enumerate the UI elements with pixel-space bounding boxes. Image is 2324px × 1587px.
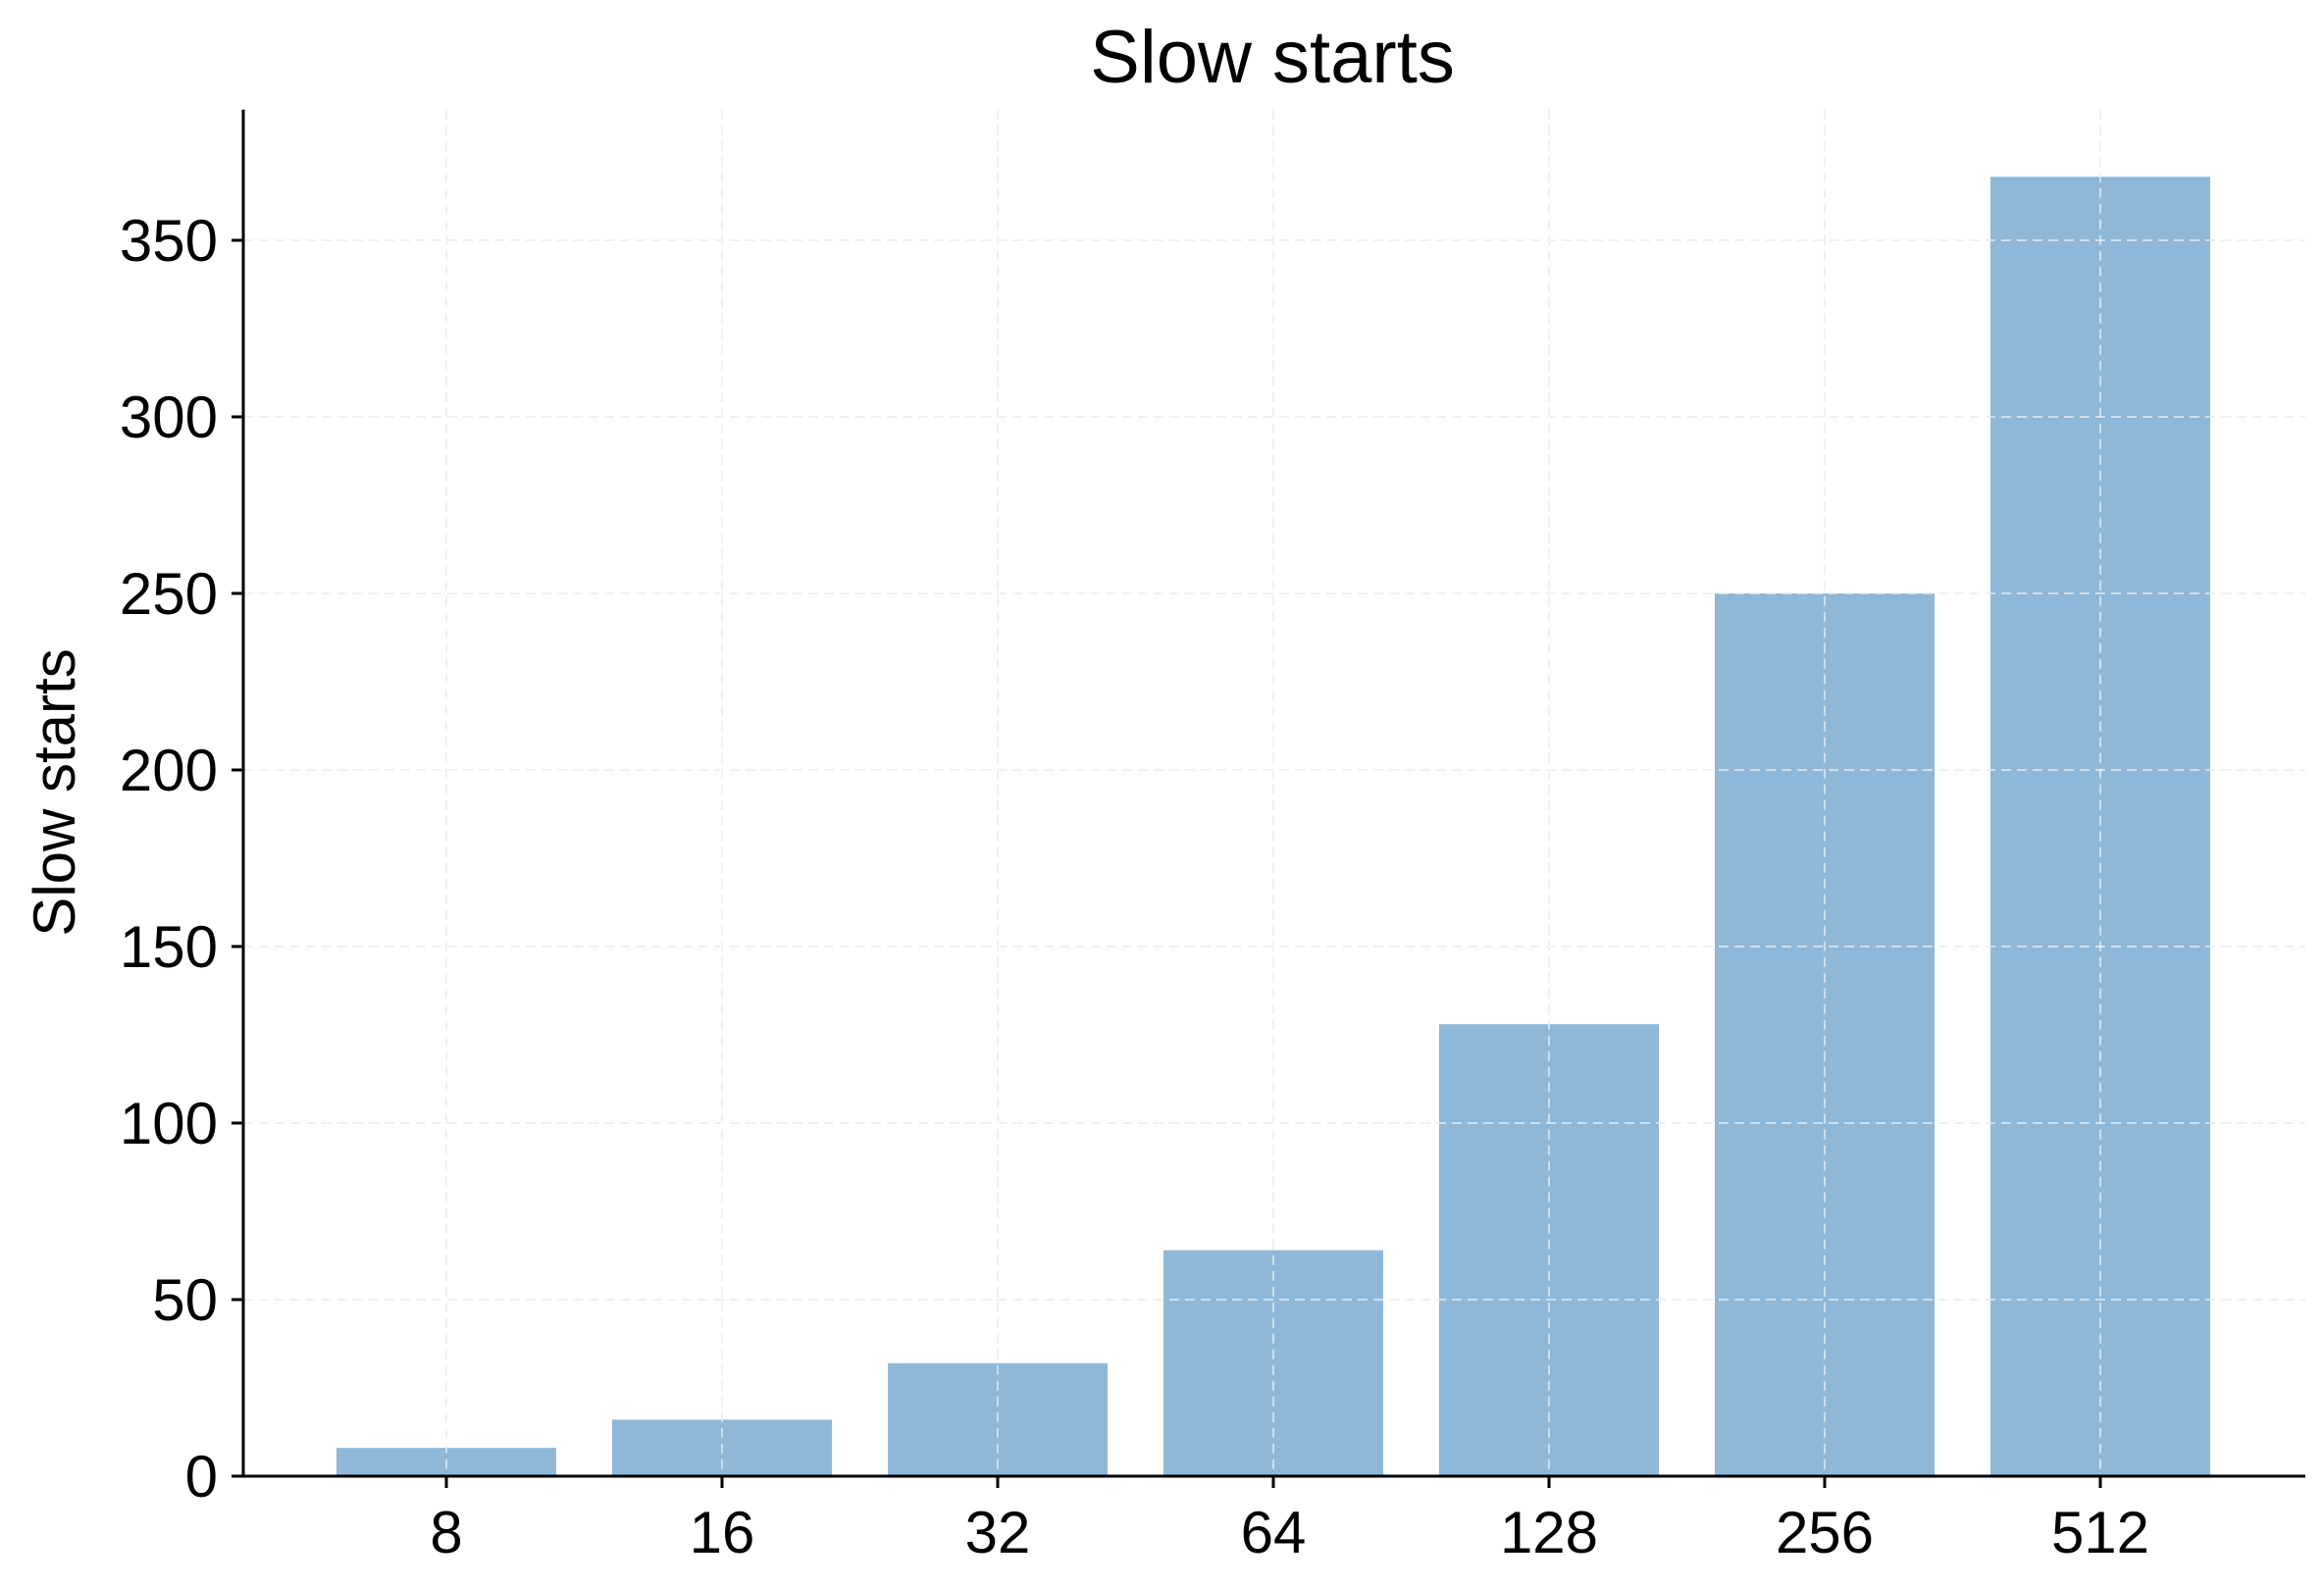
y-tick-label: 100: [120, 1091, 218, 1156]
y-tick-label: 50: [152, 1267, 218, 1333]
x-tick-label: 16: [690, 1500, 755, 1565]
y-axis-label: Slow starts: [22, 648, 87, 936]
y-tick-label: 150: [120, 914, 218, 980]
x-tick-label: 64: [1241, 1500, 1307, 1565]
y-tick-label: 350: [120, 208, 218, 274]
x-tick-label: 32: [965, 1500, 1031, 1565]
axes: [232, 109, 2305, 1488]
chart-title: Slow starts: [1090, 16, 1455, 99]
y-tick-label: 250: [120, 561, 218, 627]
y-tick-label: 300: [120, 384, 218, 450]
bar-layer: [336, 177, 2210, 1477]
tick-labels: 0 50 100 150 200 250 300 350 8 16 32 64 128 256 512: [120, 208, 2149, 1565]
bar-64: [1163, 1250, 1383, 1476]
grid-overlay: [243, 109, 2305, 1476]
x-tick-label: 128: [1500, 1500, 1598, 1565]
bar-512: [1990, 177, 2210, 1477]
x-tick-label: 8: [430, 1500, 462, 1565]
x-tick-label: 512: [2051, 1500, 2149, 1565]
x-tick-label: 256: [1776, 1500, 1874, 1565]
y-tick-label: 0: [185, 1444, 218, 1510]
y-tick-label: 200: [120, 738, 218, 803]
